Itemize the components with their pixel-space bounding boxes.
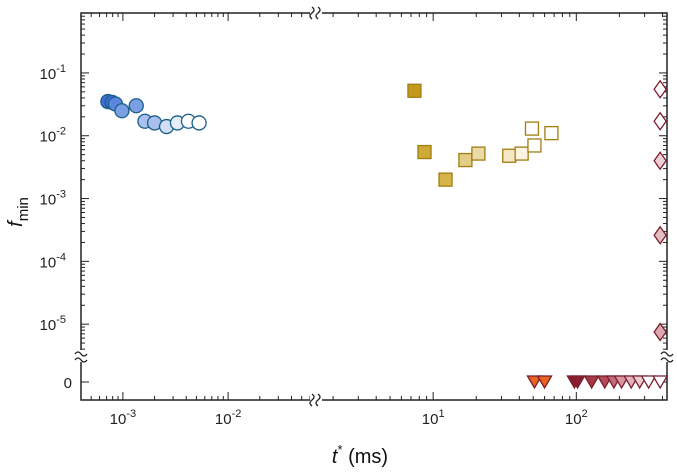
break-squiggle — [74, 357, 88, 363]
y-tick-label: 10-4 — [40, 251, 66, 271]
data-point-diamond — [653, 225, 667, 245]
data-point-diamond — [653, 322, 667, 342]
y-axis-label: fmin — [5, 197, 32, 227]
series-triangles — [526, 375, 669, 390]
break-squiggle — [74, 351, 88, 357]
series-squares — [407, 83, 559, 187]
data-point-square — [544, 125, 559, 141]
y-tick-label: 10-5 — [40, 314, 66, 334]
x-tick-label: 101 — [422, 408, 445, 428]
data-point-triangle — [526, 375, 543, 390]
y-tick-label: 10-2 — [40, 126, 66, 146]
break-squiggle — [315, 393, 321, 407]
y-tick-label: 10-1 — [40, 63, 66, 83]
data-point-square — [524, 121, 540, 136]
break-squiggle — [660, 357, 674, 363]
x-tick-label: 10-2 — [215, 408, 241, 428]
data-point-diamond — [653, 111, 667, 131]
data-point-triangle — [583, 375, 600, 390]
break-mask — [310, 395, 322, 405]
break-squiggle — [309, 393, 315, 407]
y-break-right — [660, 350, 674, 363]
data-point-triangle — [651, 375, 669, 390]
data-point-diamond — [653, 151, 667, 171]
series-diamonds — [653, 79, 667, 342]
x-tick-label: 10-3 — [110, 408, 136, 428]
break-mask — [76, 350, 86, 362]
x-tick-label: 102 — [565, 408, 588, 428]
break-mask — [310, 8, 322, 18]
data-point-triangle — [536, 375, 553, 390]
break-mask — [662, 350, 672, 362]
data-point-square — [458, 152, 473, 168]
series-circles — [100, 93, 207, 135]
break-squiggle — [315, 6, 321, 20]
x-axis-label: t* (ms) — [332, 442, 388, 468]
data-point-square — [417, 144, 432, 160]
data-point-square — [514, 146, 529, 161]
data-point-diamond — [653, 79, 667, 99]
data-point-square — [438, 172, 453, 187]
data-point-triangle — [640, 375, 657, 390]
y-zero-label: 0 — [64, 375, 72, 392]
plot-frame — [80, 12, 668, 401]
data-point-triangle — [569, 375, 586, 390]
break-squiggle — [309, 6, 315, 20]
data-point-square — [502, 148, 517, 163]
data-point-square — [407, 83, 422, 98]
data-point-circle — [191, 115, 207, 131]
x-break-bottom — [309, 393, 322, 407]
x-break-top — [309, 6, 322, 20]
data-point-square — [527, 138, 542, 153]
break-squiggle — [660, 351, 674, 357]
data-point-circle — [114, 103, 130, 119]
y-break-left — [74, 350, 88, 363]
data-point-circle — [128, 98, 144, 114]
y-tick-label: 10-3 — [40, 189, 66, 209]
data-point-triangle — [613, 375, 630, 390]
data-point-square — [471, 146, 486, 161]
